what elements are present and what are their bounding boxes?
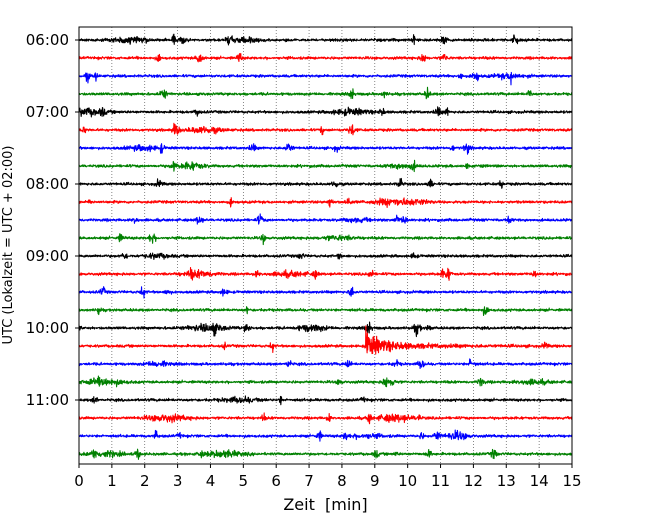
x-tick-label: 12 bbox=[464, 472, 483, 490]
trace-1000 bbox=[78, 321, 573, 338]
x-tick-label: 9 bbox=[370, 472, 380, 490]
trace-0615 bbox=[78, 52, 573, 63]
trace-0945 bbox=[78, 306, 573, 316]
trace-0915 bbox=[78, 267, 573, 281]
trace-0600 bbox=[78, 33, 573, 46]
x-tick-label: 4 bbox=[206, 472, 216, 490]
x-tick-label: 13 bbox=[497, 472, 516, 490]
y-tick-label: 11:00 bbox=[26, 391, 69, 409]
trace-1015 bbox=[78, 325, 573, 355]
x-tick-label: 14 bbox=[530, 472, 549, 490]
trace-0815 bbox=[78, 197, 573, 209]
x-tick-label: 15 bbox=[562, 472, 581, 490]
trace-0800 bbox=[78, 177, 573, 189]
trace-1145 bbox=[78, 448, 573, 460]
trace-1100 bbox=[78, 395, 573, 406]
x-tick-label: 0 bbox=[74, 472, 84, 490]
x-tick-label: 7 bbox=[304, 472, 314, 490]
trace-1045 bbox=[78, 375, 573, 388]
x-tick-label: 2 bbox=[140, 472, 150, 490]
x-tick-label: 5 bbox=[239, 472, 249, 490]
x-tick-label: 8 bbox=[337, 472, 347, 490]
y-tick-label: 06:00 bbox=[26, 31, 69, 49]
trace-1130 bbox=[78, 429, 573, 442]
seismogram-traces bbox=[78, 33, 573, 460]
grid-lines bbox=[111, 27, 540, 464]
y-tick-label: 10:00 bbox=[26, 319, 69, 337]
trace-0730 bbox=[78, 143, 573, 155]
x-axis: 0 1 2 3 4 5 6 7 8 9 10 11 12 13 14 15 bbox=[74, 464, 582, 490]
trace-1030 bbox=[78, 358, 573, 370]
y-axis-label: UTC (Lokalzeit = UTC + 02:00) bbox=[1, 146, 16, 345]
trace-0645 bbox=[78, 86, 573, 100]
x-tick-label: 6 bbox=[271, 472, 281, 490]
x-tick-label: 3 bbox=[173, 472, 183, 490]
x-tick-label: 10 bbox=[398, 472, 417, 490]
x-tick-label: 1 bbox=[107, 472, 117, 490]
trace-0930 bbox=[78, 286, 573, 299]
y-tick-label: 08:00 bbox=[26, 175, 69, 193]
y-tick-label: 07:00 bbox=[26, 103, 69, 121]
trace-0700 bbox=[78, 106, 573, 118]
y-axis: 06:00 07:00 08:00 09:00 10:00 11:00 bbox=[26, 31, 79, 409]
x-tick-label: 11 bbox=[431, 472, 450, 490]
trace-0630 bbox=[78, 71, 573, 86]
trace-0715 bbox=[78, 122, 573, 136]
trace-0900 bbox=[78, 252, 573, 260]
plot-frame bbox=[78, 26, 573, 465]
trace-0845 bbox=[78, 233, 573, 246]
trace-1115 bbox=[78, 412, 573, 425]
x-axis-label: Zeit [min] bbox=[283, 495, 367, 514]
trace-0745 bbox=[78, 159, 573, 173]
y-tick-label: 09:00 bbox=[26, 247, 69, 265]
trace-0830 bbox=[78, 213, 573, 225]
